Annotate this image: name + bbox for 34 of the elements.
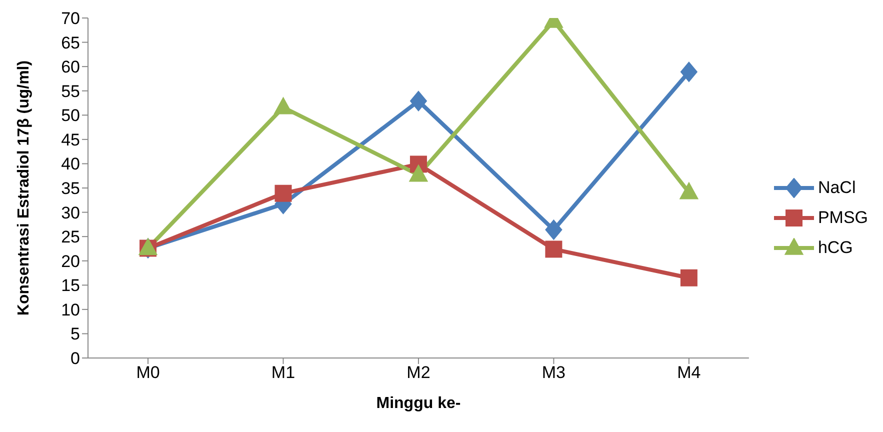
y-tick-label: 10 [61,300,80,320]
point [545,220,562,240]
point [545,240,562,258]
point [274,184,292,202]
x-tick-label: M2 [406,363,430,382]
y-tick-label: 30 [61,203,80,222]
y-tick-label: 45 [61,130,80,150]
y-tick-label: 35 [61,179,80,198]
x-tick-label: M0 [136,363,160,382]
y-tick-label: 20 [61,252,80,271]
y-tick-label: 55 [61,82,80,101]
x-axis-title: Minggu ke- [376,395,461,412]
point [680,182,698,200]
point [274,97,293,114]
x-tick-label: M1 [271,363,296,382]
y-tick-label: 0 [70,349,80,368]
x-tick-label: M4 [677,363,701,382]
point [680,269,698,286]
y-tick-label: 70 [61,9,80,28]
y-tick-label: 65 [61,33,80,52]
legend-label: NaCl [818,178,856,198]
y-tick-label: 50 [61,106,80,126]
point [410,90,427,112]
y-tick-label: 25 [61,228,80,247]
point [409,164,428,182]
x-tick-label: M3 [542,363,566,382]
y-tick-label: 60 [61,58,80,77]
legend-label: PMSG [818,208,868,228]
y-tick-label: 15 [61,276,80,296]
y-tick-label: 40 [61,154,80,174]
y-tick-label: 5 [70,324,80,344]
legend-label: hCG [818,238,853,258]
y-axis-title: Konsentrasi Estradiol 17β (ug/ml) [16,60,33,316]
point [680,62,698,82]
